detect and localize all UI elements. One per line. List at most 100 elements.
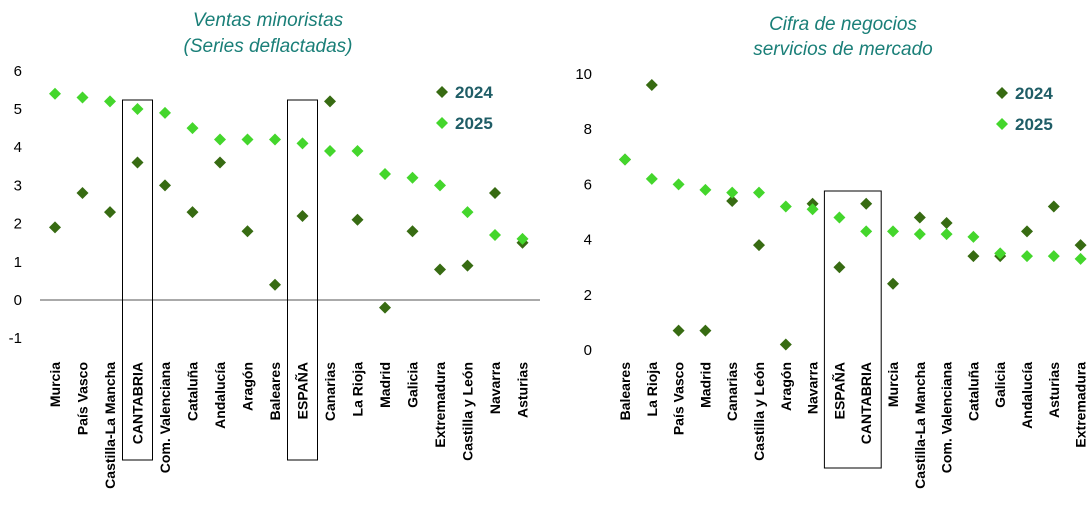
legend-marker-2025 — [436, 117, 448, 129]
point-2025-6 — [186, 122, 199, 135]
x-tick-label: Murcia — [47, 362, 63, 407]
point-2024-2 — [645, 79, 658, 92]
x-tick-label: País Vasco — [671, 362, 687, 435]
point-2025-13 — [379, 167, 391, 180]
point-2025-12 — [913, 228, 926, 241]
x-tick-label: CANTABRIA — [130, 362, 146, 444]
point-2025-16 — [461, 206, 474, 219]
point-2024-16 — [1021, 225, 1033, 238]
point-2025-1 — [619, 153, 631, 166]
data-points — [619, 79, 1087, 351]
x-tick-label: Madrid — [697, 362, 713, 408]
chart-subtitle: (Series deflactadas) — [184, 36, 353, 57]
point-2025-10 — [296, 137, 309, 150]
point-2024-4 — [699, 324, 712, 337]
point-2024-15 — [434, 263, 446, 276]
chart-subtitle: servicios de mercado — [753, 39, 933, 60]
y-tick-label: 10 — [575, 66, 592, 83]
point-2024-17 — [489, 187, 501, 200]
point-2025-4 — [699, 183, 712, 196]
x-tick-label: Galicia — [992, 362, 1008, 408]
point-2024-9 — [833, 261, 846, 274]
x-tick-label: Andalucía — [1019, 362, 1035, 429]
y-tick-label: 0 — [14, 292, 22, 309]
highlight-boxes — [122, 99, 318, 461]
x-tick-label: País Vasco — [75, 362, 91, 435]
legend-label-2024: 2024 — [455, 83, 493, 102]
point-2024-11 — [324, 95, 336, 108]
x-tick-label: Cataluña — [965, 362, 981, 421]
chart-title: Ventas minoristas — [193, 10, 344, 31]
point-2024-3 — [672, 324, 685, 337]
point-2024-14 — [967, 250, 980, 263]
point-2024-13 — [940, 217, 953, 230]
x-tick-label: Murcia — [885, 362, 901, 407]
point-2024-5 — [726, 194, 739, 207]
legend: 2024 2025 — [436, 83, 493, 133]
data-points — [49, 87, 529, 314]
legend-marker-2025 — [996, 118, 1008, 130]
highlight-box — [823, 190, 882, 469]
x-tick-label: Extremadura — [1073, 362, 1089, 448]
point-2025-10 — [860, 225, 873, 238]
legend-marker-2024 — [436, 86, 448, 98]
point-2024-16 — [461, 259, 474, 272]
y-tick-label: 6 — [14, 63, 22, 80]
x-tick-label: Canarias — [724, 362, 740, 421]
point-2025-2 — [76, 91, 89, 104]
point-2025-15 — [994, 247, 1007, 260]
point-2025-18 — [1074, 252, 1087, 265]
y-tick-label: 2 — [584, 287, 592, 304]
chart-title: Cifra de negocios — [769, 14, 917, 35]
point-2024-1 — [49, 221, 61, 234]
point-2024-17 — [1047, 200, 1060, 213]
x-tick-label: Baleares — [267, 362, 283, 421]
x-axis: Murcia País Vasco Castilla-La Mancha CANTAB… — [47, 362, 531, 489]
point-2025-3 — [104, 95, 116, 108]
point-2025-14 — [406, 171, 419, 184]
point-2024-10 — [296, 209, 309, 222]
x-tick-label: Madrid — [377, 362, 393, 408]
point-2024-11 — [887, 277, 899, 290]
x-tick-label: Galicia — [405, 362, 421, 408]
point-2025-4 — [131, 103, 144, 115]
point-2024-18 — [1074, 239, 1087, 252]
point-2025-5 — [726, 186, 739, 199]
point-2025-2 — [645, 172, 658, 185]
point-2024-12 — [351, 213, 364, 226]
point-2025-8 — [806, 203, 819, 216]
highlight-box — [287, 99, 318, 461]
x-tick-label: Aragón — [778, 362, 794, 411]
x-tick-label: La Rioja — [644, 362, 660, 417]
point-2025-17 — [489, 229, 501, 242]
point-2024-12 — [913, 211, 926, 224]
point-2025-1 — [49, 87, 61, 100]
x-tick-label: Aragón — [240, 362, 256, 411]
x-tick-label: Extremadura — [432, 362, 448, 448]
point-2025-11 — [887, 225, 899, 238]
y-tick-label: 4 — [584, 232, 592, 249]
point-2025-17 — [1047, 250, 1060, 263]
x-tick-label: Canarias — [322, 362, 338, 421]
point-2025-7 — [214, 133, 226, 146]
x-tick-label: Navarra — [805, 362, 821, 414]
x-tick-label: Castilla-La Mancha — [912, 362, 928, 489]
point-2024-3 — [104, 206, 116, 219]
x-tick-label: Castilla y León — [751, 362, 767, 461]
x-tick-label: Cataluña — [185, 362, 201, 421]
legend-label-2025: 2025 — [1015, 115, 1053, 134]
y-tick-label: 5 — [14, 101, 22, 118]
x-tick-label: Asturias — [1046, 362, 1062, 418]
y-tick-label: 3 — [14, 177, 22, 194]
highlight-boxes — [823, 190, 882, 469]
point-2024-2 — [76, 187, 89, 200]
y-tick-label: 6 — [584, 176, 592, 193]
y-tick-label: 8 — [584, 121, 592, 138]
point-2025-12 — [351, 145, 364, 158]
x-tick-label: ESPAÑA — [294, 362, 311, 419]
x-tick-label: Andalucía — [212, 362, 228, 429]
legend: 2024 2025 — [996, 84, 1053, 134]
point-2025-16 — [1021, 250, 1033, 263]
legend-marker-2024 — [996, 87, 1008, 99]
